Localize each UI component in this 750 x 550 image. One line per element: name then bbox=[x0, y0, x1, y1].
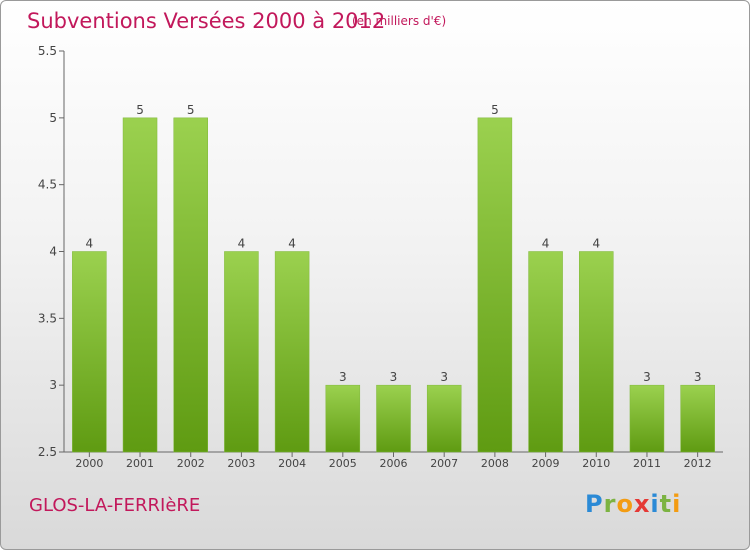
bar-2002 bbox=[173, 117, 208, 453]
x-tick-label-2011: 2011 bbox=[633, 457, 661, 470]
logo-letter: x bbox=[633, 490, 651, 518]
y-tick-label: 4.5 bbox=[38, 178, 57, 192]
bar-2011 bbox=[629, 384, 665, 453]
chart-title: Subventions Versées 2000 à 2012 bbox=[27, 9, 386, 33]
y-tick-label: 5.5 bbox=[38, 44, 57, 58]
data-label-2012: 3 bbox=[694, 370, 702, 384]
x-tick-label-2005: 2005 bbox=[329, 457, 357, 470]
x-tick-label-2007: 2007 bbox=[430, 457, 458, 470]
logo-letter: o bbox=[616, 490, 634, 518]
logo-letter: i bbox=[650, 490, 660, 518]
x-tick-label-2000: 2000 bbox=[75, 457, 103, 470]
x-tick-label-2006: 2006 bbox=[380, 457, 408, 470]
y-tick-label: 3.5 bbox=[38, 311, 57, 325]
data-label-2005: 3 bbox=[339, 370, 347, 384]
y-tick-label: 2.5 bbox=[38, 445, 57, 459]
y-tick-label: 3 bbox=[49, 378, 57, 392]
proxiti-logo[interactable]: Proxiti bbox=[585, 490, 681, 518]
bar-2012 bbox=[680, 384, 715, 453]
data-label-2000: 4 bbox=[86, 237, 94, 251]
bar-2009 bbox=[528, 251, 563, 453]
bar-2000 bbox=[72, 251, 107, 453]
x-tick-label-2012: 2012 bbox=[684, 457, 712, 470]
data-label-2009: 4 bbox=[542, 237, 550, 251]
bar-series bbox=[72, 117, 715, 453]
bar-2010 bbox=[579, 251, 614, 453]
data-label-2004: 4 bbox=[288, 237, 296, 251]
bar-2004 bbox=[274, 251, 310, 453]
data-label-2010: 4 bbox=[592, 237, 600, 251]
x-tick-label-2003: 2003 bbox=[227, 457, 255, 470]
x-tick-label-2010: 2010 bbox=[582, 457, 610, 470]
town-name: GLOS-LA-FERRIèRE bbox=[29, 495, 201, 516]
y-tick-label: 5 bbox=[49, 111, 57, 125]
bar-2008 bbox=[477, 117, 513, 453]
bar-2007 bbox=[426, 384, 462, 453]
logo-letter: P bbox=[585, 490, 604, 518]
x-tick-label-2004: 2004 bbox=[278, 457, 306, 470]
data-labels: 4 5 5 4 4 3 3 3 5 4 4 3 3 bbox=[86, 103, 702, 384]
x-tick-label-2002: 2002 bbox=[177, 457, 205, 470]
bar-2006 bbox=[376, 384, 411, 453]
data-label-2006: 3 bbox=[390, 370, 398, 384]
data-label-2008: 5 bbox=[491, 103, 499, 117]
bar-2005 bbox=[325, 384, 361, 453]
data-label-2002: 5 bbox=[187, 103, 195, 117]
logo-letter: i bbox=[672, 490, 682, 518]
x-tick-label-2008: 2008 bbox=[481, 457, 509, 470]
chart-axes: 2.5 3 3.5 4 4.5 5 5.5 2000 2001 2002 2003 2004 2005 2… bbox=[38, 44, 723, 470]
logo-letter: r bbox=[603, 490, 617, 518]
chart-unit: (en milliers d'€) bbox=[352, 14, 447, 28]
data-label-2001: 5 bbox=[136, 103, 144, 117]
y-tick-label: 4 bbox=[49, 245, 57, 259]
data-label-2011: 3 bbox=[643, 370, 651, 384]
bar-2001 bbox=[122, 117, 158, 453]
bar-2003 bbox=[224, 251, 259, 453]
x-tick-label-2009: 2009 bbox=[532, 457, 560, 470]
x-tick-label-2001: 2001 bbox=[126, 457, 154, 470]
data-label-2007: 3 bbox=[440, 370, 448, 384]
data-label-2003: 4 bbox=[238, 237, 246, 251]
logo-letter: t bbox=[659, 490, 673, 518]
